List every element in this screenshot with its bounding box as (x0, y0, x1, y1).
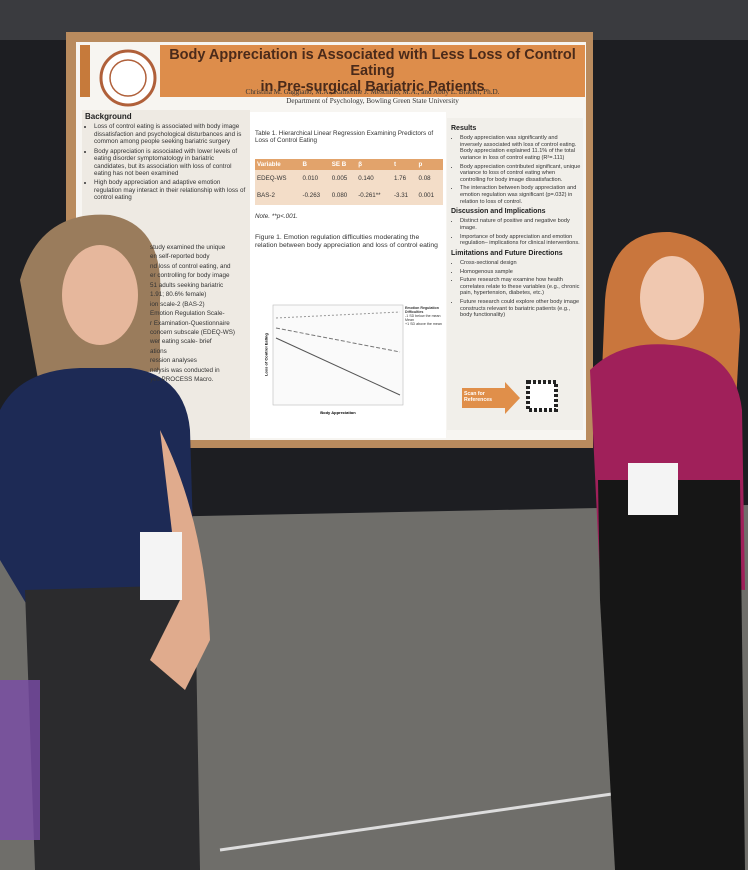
university-seal (99, 49, 157, 107)
qr-code (526, 380, 558, 412)
dress (598, 480, 745, 870)
text-fragment: Emotion Regulation Scale- (150, 310, 225, 318)
figure-caption: Figure 1. Emotion regulation difficultie… (255, 234, 438, 250)
text-fragment: 1.91; 80.6% female) (150, 291, 207, 299)
bullet: The interaction between body appreciatio… (460, 185, 581, 205)
plot-line (275, 327, 401, 353)
scan-label: Scan for References (464, 391, 492, 403)
table-header-cell: SE B (329, 158, 357, 171)
table-header-cell: p (416, 158, 443, 171)
ceiling (0, 0, 748, 40)
text-fragment: 51 adults seeking bariatric (150, 281, 224, 289)
table-note: Note. **p<.001. (255, 212, 298, 220)
section-heading: Results (451, 125, 477, 132)
legend-entry: -1 SD below the mean (405, 314, 441, 318)
bullet: Body appreciation is associated with low… (94, 148, 247, 178)
title-line: Body Appreciation is Associated with Les… (169, 47, 576, 79)
background-section: Background Loss of control eating is ass… (85, 112, 247, 204)
face (62, 245, 138, 345)
authors: Christina M. Gaggiano, M.A., Katherine J… (245, 88, 500, 96)
bullet: Importance of body appreciation and emot… (460, 234, 581, 247)
background-fragments: study examined the unique en self-reporte… (150, 243, 250, 385)
legend-entry: Mean (405, 318, 414, 322)
bullet-list: Loss of control eating is associated wit… (85, 123, 247, 201)
affiliation: Department of Psychology, Bowling Green … (286, 97, 459, 105)
text-fragment: ations (150, 347, 167, 355)
table-cell: 0.08 (416, 170, 443, 188)
text-fragment: nd loss of control eating, and (150, 262, 231, 270)
section-heading: Background (85, 112, 132, 121)
table-cell: BAS-2 (255, 187, 301, 205)
table-cell: EDEQ-WS (255, 170, 301, 188)
badge (140, 532, 182, 600)
x-axis-label: Body Appreciation (320, 410, 356, 415)
bullet-list: Distinct nature of positive and negative… (451, 218, 581, 246)
title-band (160, 45, 585, 97)
text-fragment: yes PROCESS Macro. (150, 376, 214, 384)
plot-line (275, 337, 401, 396)
bullet: Body appreciation contributed significan… (460, 164, 581, 184)
table-cell: -0.263 (300, 187, 330, 205)
legend-title: Emotion Regulation Difficulties (405, 306, 439, 314)
bullet: High body appreciation and adaptive emot… (94, 179, 247, 201)
byline: Christina M. Gaggiano, M.A., Katherine J… (160, 88, 585, 106)
table-cell: -3.31 (391, 187, 417, 205)
figure-legend: Emotion Regulation Difficulties -1 SD be… (405, 306, 447, 326)
text-fragment: concern subscale (EDEQ-WS) (150, 328, 236, 336)
title-band-left (80, 45, 90, 97)
bullet-list: Cross-sectional designHomogenous sampleF… (451, 260, 581, 319)
title-line: in Pre-surgical Bariatric Patients (260, 78, 485, 95)
table-header-cell: t (391, 158, 417, 171)
text-fragment: study examined the unique (150, 244, 226, 251)
table-header-cell: Variable (255, 158, 301, 171)
bullet-list: Body appreciation was significantly and … (451, 135, 581, 205)
table-cell: -0.261** (356, 187, 392, 205)
text-fragment: wer eating scale- brief (150, 338, 212, 346)
text-fragment: er controlling for body image (150, 272, 230, 280)
bullet: Future research may examine how health c… (460, 277, 581, 297)
table-cell: 0.001 (416, 187, 443, 205)
table-cell: 0.080 (329, 187, 357, 205)
section-heading: Limitations and Future Directions (451, 249, 563, 257)
table-header-cell: β (356, 158, 392, 171)
text-fragment: ression analyses (150, 357, 197, 365)
table-title: Table 1. Hierarchical Linear Regression … (255, 130, 434, 145)
table-cell: 0.010 (300, 170, 330, 188)
face (640, 256, 704, 340)
plot-line (275, 311, 401, 319)
legend-entry: +1 SD above the mean (405, 322, 442, 326)
bullet: Cross-sectional design (460, 260, 581, 267)
floor-line (219, 788, 641, 852)
poster-title: Body Appreciation is Associated with Les… (160, 47, 585, 96)
section-heading: Discussion and Implications (451, 208, 546, 216)
y-axis-label: Loss of Control Eating (263, 333, 269, 376)
plot-area (272, 304, 404, 406)
seal-inner (109, 59, 147, 97)
badge (628, 463, 678, 515)
right-column (447, 118, 583, 430)
text-fragment: nalysis was conducted in (150, 366, 220, 374)
right-sections: Results Body appreciation was significant… (451, 122, 581, 321)
text-fragment: en self-reported body (150, 253, 210, 261)
text-fragment: ion scale-2 (BAS-2) (150, 300, 205, 308)
bullet: Body appreciation was significantly and … (460, 135, 581, 161)
table-cell: 0.140 (356, 170, 392, 188)
table-cell: 0.005 (329, 170, 357, 188)
bullet: Homogenous sample (460, 269, 581, 276)
table-cell: 1.76 (391, 170, 417, 188)
bullet: Future research could explore other body… (460, 299, 581, 319)
text-fragment: r Examination-Questionnaire (150, 319, 230, 327)
table-row: EDEQ-WS 0.010 0.005 0.140 1.76 0.08 (255, 170, 443, 188)
bullet: Loss of control eating is associated wit… (94, 123, 247, 145)
bullet: Distinct nature of positive and negative… (460, 218, 581, 231)
table-row: BAS-2 -0.263 0.080 -0.261** -3.31 0.001 (255, 187, 443, 205)
table-section: Table 1. Hierarchical Linear Regression … (255, 130, 443, 250)
scan-arrow (462, 382, 520, 414)
table-header-cell: B (300, 158, 330, 171)
bag (0, 680, 40, 840)
